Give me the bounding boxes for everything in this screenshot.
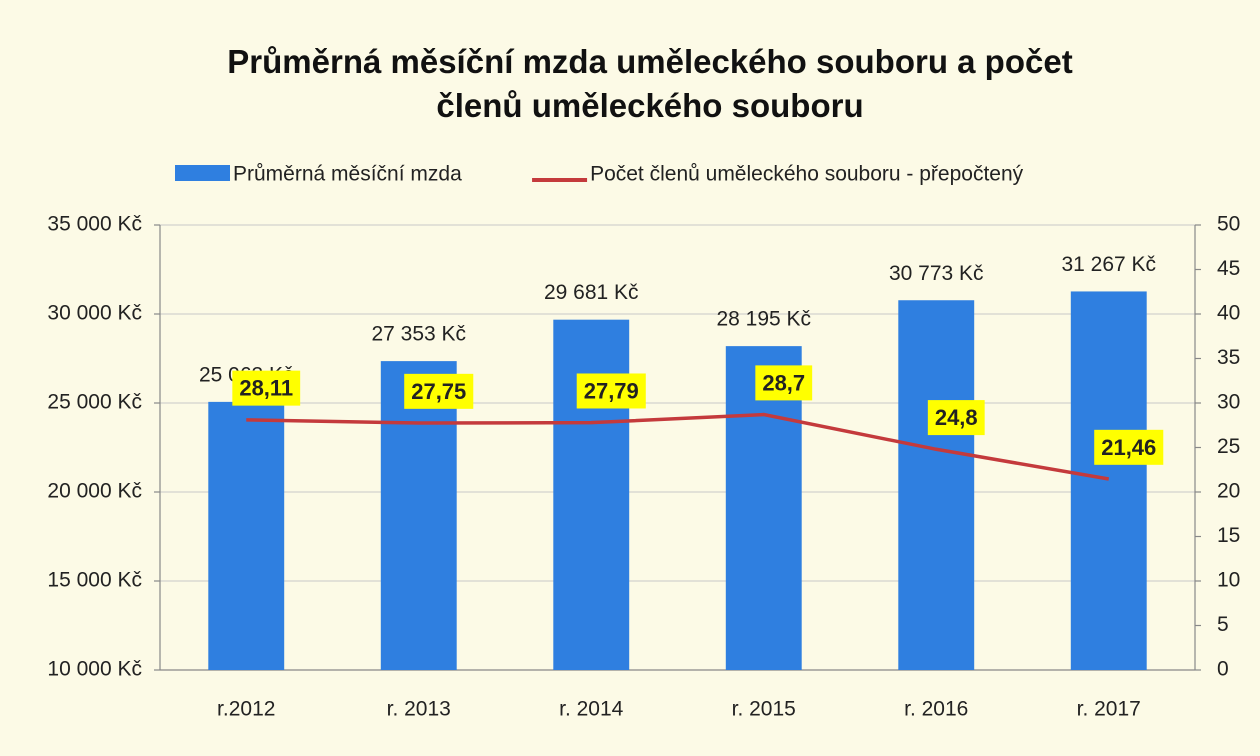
bar <box>208 401 285 670</box>
y-tick-label: 15 000 Kč <box>47 569 142 592</box>
line-value-label: 27,79 <box>584 378 639 403</box>
bar-value-label: 31 267 Kč <box>1061 253 1156 276</box>
y2-tick-label: 30 <box>1217 391 1240 414</box>
x-tick-label: r. 2016 <box>904 698 968 721</box>
line <box>246 412 1110 481</box>
x-tick-label: r. 2014 <box>559 698 624 721</box>
line-value-label-bg <box>755 365 813 401</box>
bar-value-label: 29 681 Kč <box>544 281 639 304</box>
chart-title: Průměrná měsíční mzda uměleckého souboru… <box>227 43 1073 124</box>
y2-tick-label: 5 <box>1217 613 1229 636</box>
y2-tick-label: 10 <box>1217 569 1240 592</box>
line-value-label-bg <box>404 373 474 409</box>
line-value-label-bg <box>232 370 301 406</box>
y2-tick-label: 45 <box>1217 257 1240 280</box>
line-value-label-bg <box>927 400 985 436</box>
y2-tick-label: 0 <box>1217 658 1229 681</box>
y2-tick-label: 35 <box>1217 346 1240 369</box>
x-tick-label: r. 2015 <box>732 698 796 721</box>
legend-swatch <box>175 165 230 181</box>
line-value-label: 27,75 <box>411 379 466 404</box>
line-value-label: 21,46 <box>1101 435 1156 460</box>
x-tick-label: r.2012 <box>217 698 275 721</box>
legend-label: Průměrná měsíční mzda <box>233 163 462 186</box>
y-tick-label: 10 000 Kč <box>47 658 142 681</box>
y-tick-label: 25 000 Kč <box>47 391 142 414</box>
line-value-label: 28,11 <box>239 376 293 401</box>
line-value-label-bg <box>576 373 646 409</box>
y2-tick-label: 50 <box>1217 213 1240 236</box>
line-value-label: 24,8 <box>935 405 978 430</box>
x-tick-label: r. 2017 <box>1077 698 1141 721</box>
bar-value-label: 30 773 Kč <box>889 262 984 285</box>
x-tick-label: r. 2013 <box>387 698 451 721</box>
bar-value-label: 27 353 Kč <box>371 323 466 346</box>
bar <box>553 319 630 670</box>
y-tick-label: 30 000 Kč <box>47 302 142 325</box>
legend-label: Počet členů uměleckého souboru - přepočt… <box>590 163 1024 186</box>
y2-tick-label: 15 <box>1217 524 1240 547</box>
bar <box>380 361 457 670</box>
bar-value-label: 28 195 Kč <box>716 308 811 331</box>
y2-tick-label: 40 <box>1217 302 1240 325</box>
y2-tick-label: 20 <box>1217 480 1240 503</box>
line-value-label-bg <box>1094 429 1164 465</box>
y-tick-label: 20 000 Kč <box>47 480 142 503</box>
y2-tick-label: 25 <box>1217 435 1240 458</box>
bar <box>1070 291 1147 670</box>
y-tick-label: 35 000 Kč <box>47 213 142 236</box>
line-value-label: 28,7 <box>762 370 805 395</box>
bar <box>898 300 975 670</box>
